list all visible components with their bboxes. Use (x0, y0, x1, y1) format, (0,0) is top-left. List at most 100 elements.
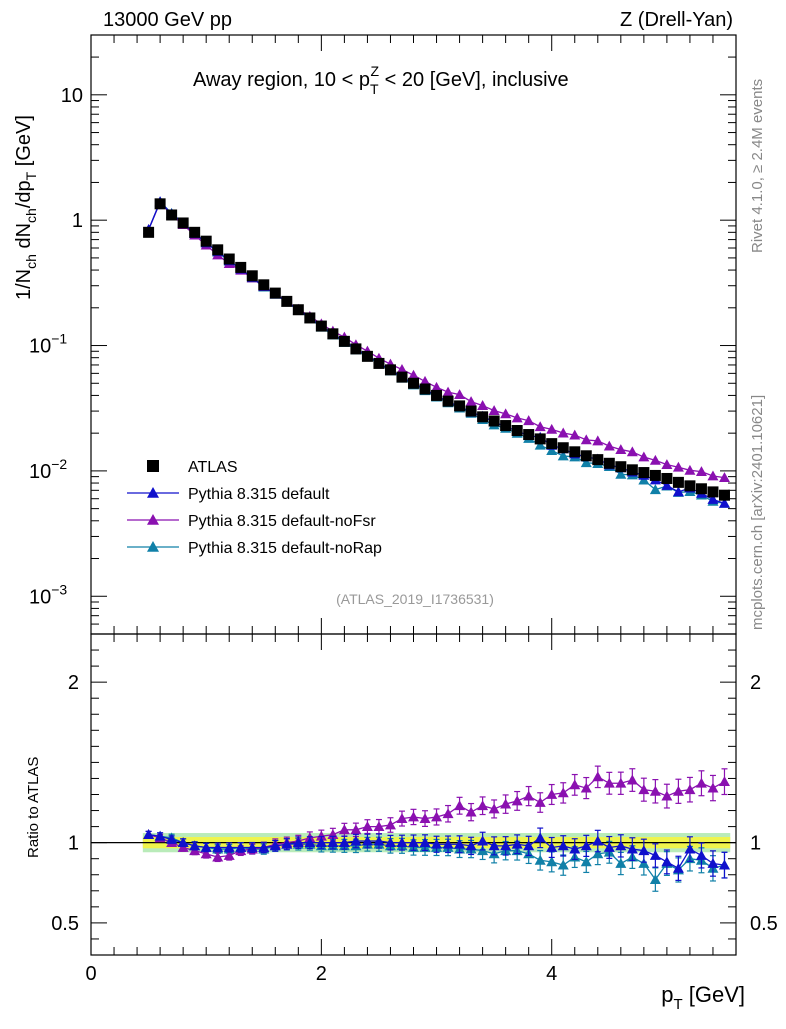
series-point-ratio (292, 837, 304, 848)
series-point-ratio (338, 837, 350, 848)
y-tick-label-top: 10−2 (29, 456, 67, 483)
series-point-top (718, 472, 730, 483)
series-point-top (707, 493, 719, 504)
process-label: Z (Drell-Yan) (620, 9, 733, 31)
series-point-ratio (672, 862, 684, 873)
series-point-ratio (672, 785, 684, 796)
series-point-ratio (396, 813, 408, 823)
atlas-point (281, 295, 293, 307)
series-point-ratio (454, 800, 466, 811)
atlas-point (592, 454, 604, 466)
series-point-ratio (580, 840, 592, 851)
series-point-ratio (707, 858, 719, 868)
series-point-ratio (638, 858, 650, 868)
series-point-top (672, 461, 684, 472)
series-point-ratio (511, 838, 523, 849)
series-point-ratio (626, 774, 638, 785)
series-point-ratio (707, 782, 719, 793)
series-point-ratio (477, 835, 489, 846)
series-point-ratio (350, 824, 362, 835)
series-point-top (707, 470, 719, 481)
series-point-top (626, 446, 638, 457)
series-point-ratio (569, 779, 581, 790)
y-tick-label-top: 1 (72, 210, 83, 232)
series-point-ratio (350, 835, 362, 846)
series-point-ratio (500, 840, 512, 851)
series-point-ratio (523, 790, 535, 801)
atlas-point (672, 476, 684, 488)
atlas-point (304, 312, 316, 324)
analysis-id: (ATLAS_2019_I1736531) (336, 591, 494, 607)
series-point-ratio (695, 849, 707, 860)
series-point-top (477, 400, 489, 410)
atlas-point (603, 457, 615, 469)
atlas-point (707, 486, 719, 498)
legend-label: Pythia 8.315 default-noRap (188, 540, 382, 557)
series-point-ratio (408, 811, 419, 822)
legend-marker-triangle (147, 514, 159, 525)
series-point-top (396, 363, 408, 374)
series-point-ratio (361, 835, 373, 846)
atlas-point (661, 472, 673, 484)
series-point-top (615, 468, 627, 479)
series-point-ratio (684, 843, 696, 854)
atlas-point (580, 450, 592, 462)
series-point-ratio (384, 837, 396, 848)
series-point-ratio (603, 777, 615, 788)
atlas-point (557, 442, 569, 454)
series-point-top (672, 486, 684, 497)
series-point-ratio (454, 838, 466, 849)
series-point-ratio (511, 795, 523, 806)
series-point-ratio (695, 777, 707, 788)
atlas-point (223, 253, 235, 265)
series-point-ratio (615, 858, 627, 868)
ratio-panel-frame (90, 633, 737, 956)
legend-entry-3: Pythia 8.315 default-noRap (127, 540, 382, 557)
series-point-ratio (615, 777, 627, 788)
series-point-top (649, 454, 661, 465)
atlas-point (154, 198, 166, 210)
series-point-top (580, 457, 592, 468)
atlas-point (327, 328, 339, 340)
energy-label: 13000 GeV pp (103, 9, 232, 31)
legend-label: Pythia 8.315 default (188, 486, 330, 503)
series-point-top (661, 459, 673, 470)
y-axis-label-ratio: Ratio to ATLAS (25, 757, 42, 858)
series-point-ratio (557, 859, 569, 870)
series-point-ratio (534, 797, 546, 807)
atlas-point (235, 261, 247, 273)
series-point-ratio (143, 829, 155, 840)
series-point-ratio (442, 838, 454, 849)
series-point-top (684, 464, 696, 475)
series-point-top (511, 412, 523, 423)
atlas-point (488, 415, 500, 427)
series-point-top (534, 421, 546, 432)
svg-text:1/Nch dNch/dpT [GeV]: 1/Nch dNch/dpT [GeV] (13, 115, 39, 300)
series-point-ratio (477, 800, 489, 811)
series-point-ratio (580, 856, 592, 867)
series-point-ratio (603, 841, 615, 852)
atlas-point (442, 395, 454, 407)
series-point-ratio (649, 874, 661, 884)
series-point-ratio (488, 840, 500, 851)
y-tick-label-top: 10−3 (29, 581, 67, 608)
plot-title: Away region, 10 < pTZ < 20 [GeV], inclus… (193, 63, 569, 97)
atlas-point (511, 425, 523, 437)
series-point-ratio (546, 841, 558, 852)
series-point-ratio (649, 849, 661, 860)
series-point-top (546, 423, 558, 434)
series-point-ratio (523, 840, 535, 851)
atlas-point (546, 438, 558, 450)
series-point-ratio (304, 837, 316, 848)
series-point-ratio (408, 837, 419, 848)
atlas-point (246, 270, 258, 282)
series-point-top (546, 445, 558, 455)
series-point-ratio (166, 833, 178, 844)
series-point-top (465, 396, 477, 407)
atlas-point (684, 480, 696, 492)
legend-marker-triangle (147, 487, 159, 498)
series-point-top (592, 435, 604, 446)
series-point-ratio (315, 830, 327, 841)
axis-ticks: 0 2 4 10 1 10−1 10−2 10−3 2 2 1 1 0.5 0.5 (29, 34, 778, 985)
